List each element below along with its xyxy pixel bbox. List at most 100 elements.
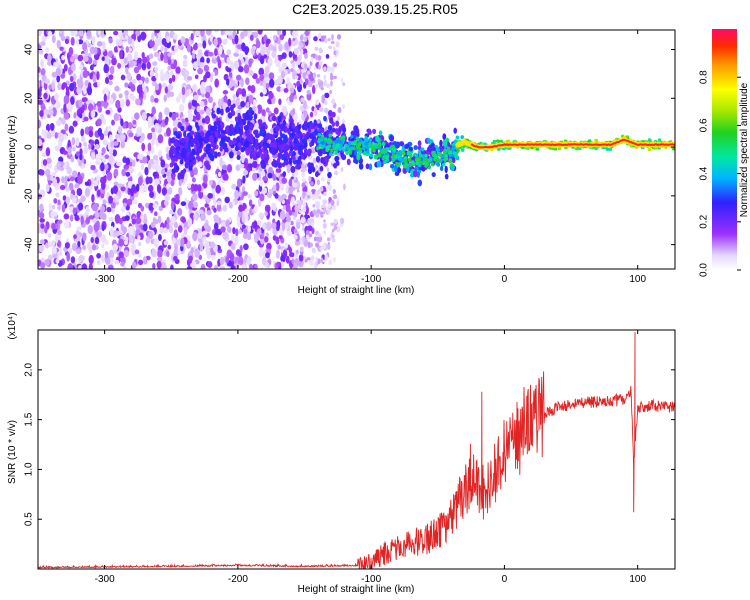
heatmap-cell <box>333 75 337 80</box>
heatmap-cell <box>68 125 75 134</box>
heatmap-cell <box>420 147 425 152</box>
heatmap-cell <box>242 232 249 240</box>
heatmap-cell <box>196 155 200 161</box>
heatmap-cell <box>254 122 260 131</box>
heatmap-cell <box>253 113 258 120</box>
y-tick-label: 20 <box>24 92 35 104</box>
heatmap-cell <box>150 158 154 165</box>
heatmap-cell <box>100 162 105 172</box>
heatmap-cell <box>292 262 298 269</box>
heatmap-cell <box>241 153 245 164</box>
heatmap-cell <box>108 80 113 86</box>
heatmap-cell <box>346 158 351 166</box>
heatmap-cell <box>330 204 337 211</box>
heatmap-cell <box>446 147 451 152</box>
heatmap-cell <box>104 183 110 191</box>
heatmap-cell <box>403 163 408 168</box>
heatmap-cell <box>451 147 455 152</box>
heatmap-cell <box>214 78 220 88</box>
heatmap-cell <box>134 112 140 120</box>
heatmap-cell <box>74 214 80 222</box>
heatmap-cell <box>109 65 115 75</box>
heatmap-cell <box>253 205 258 212</box>
heatmap-cell <box>96 81 101 88</box>
heatmap-cell <box>278 43 283 52</box>
heatmap-cell <box>311 84 316 95</box>
heatmap-cell <box>227 112 233 119</box>
heatmap-cell <box>98 105 102 113</box>
heatmap-cell <box>118 238 124 247</box>
heatmap-cell <box>235 74 242 81</box>
heatmap-cell <box>211 58 215 64</box>
heatmap-cell <box>192 231 198 242</box>
heatmap-cell <box>594 146 598 151</box>
heatmap-cell <box>63 94 70 105</box>
heatmap-cell <box>304 258 308 263</box>
heatmap-cell <box>647 147 652 152</box>
heatmap-cell <box>319 247 323 251</box>
heatmap-cell <box>86 86 93 96</box>
heatmap-cell <box>120 133 126 142</box>
heatmap-cell <box>125 171 131 177</box>
heatmap-cell <box>253 220 258 228</box>
heatmap-cell <box>241 224 246 229</box>
heatmap-cell <box>124 82 129 88</box>
heatmap-cell <box>234 146 240 152</box>
heatmap-cell <box>43 129 48 139</box>
heatmap-cell <box>276 30 282 37</box>
heatmap-cell <box>166 175 172 183</box>
heatmap-cell <box>303 100 307 110</box>
heatmap-cell <box>310 56 314 63</box>
heatmap-cell <box>280 86 285 92</box>
heatmap-cell <box>261 170 266 178</box>
heatmap-cell <box>288 150 293 156</box>
heatmap-cell <box>160 52 164 61</box>
heatmap-cell <box>160 159 166 168</box>
heatmap-cell <box>205 107 212 116</box>
heatmap-cell <box>253 129 258 135</box>
heatmap-cell <box>195 30 201 37</box>
heatmap-cell <box>317 123 323 130</box>
heatmap-cell <box>254 190 259 197</box>
heatmap-cell <box>174 44 179 53</box>
heatmap-cell <box>123 249 130 258</box>
heatmap-cell <box>319 165 324 172</box>
heatmap-cell <box>73 234 77 240</box>
spectrogram-x-ticks: -300 -200 -100 0 100 <box>95 30 646 285</box>
heatmap-cell <box>239 244 243 253</box>
heatmap-cell <box>105 56 110 64</box>
heatmap-cell <box>213 121 218 126</box>
heatmap-cell <box>273 141 278 149</box>
heatmap-cell <box>259 179 264 187</box>
heatmap-cell <box>213 136 217 144</box>
heatmap-cell <box>108 249 115 260</box>
heatmap-cell <box>115 200 119 206</box>
heatmap-cell <box>151 132 157 142</box>
heatmap-cell <box>304 214 308 219</box>
heatmap-cell <box>153 238 159 248</box>
heatmap-cell <box>258 212 265 219</box>
heatmap-cell <box>265 232 269 238</box>
heatmap-cell <box>249 263 253 269</box>
heatmap-cell <box>234 189 240 200</box>
heatmap-cell <box>356 153 361 161</box>
heatmap-cell <box>191 53 196 60</box>
heatmap-cell <box>67 262 74 269</box>
heatmap-cell <box>254 138 259 144</box>
heatmap-cell <box>296 80 301 87</box>
heatmap-cell <box>323 230 327 235</box>
heatmap-cell <box>182 168 187 174</box>
heatmap-cell <box>304 78 309 86</box>
heatmap-cell <box>314 83 319 89</box>
heatmap-cell <box>375 135 380 143</box>
heatmap-cell <box>127 225 134 236</box>
heatmap-cell <box>142 217 148 225</box>
heatmap-cell <box>165 183 170 190</box>
heatmap-cell <box>146 150 151 156</box>
heatmap-cell <box>265 252 270 259</box>
heatmap-cell <box>262 176 268 182</box>
heatmap-cell <box>170 264 174 269</box>
heatmap-cell <box>195 141 201 148</box>
heatmap-cell <box>38 182 41 191</box>
heatmap-cell <box>209 148 215 155</box>
